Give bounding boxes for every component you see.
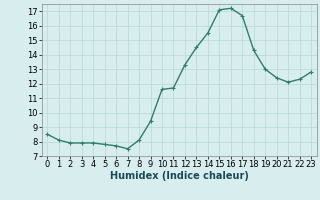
X-axis label: Humidex (Indice chaleur): Humidex (Indice chaleur) [110,171,249,181]
